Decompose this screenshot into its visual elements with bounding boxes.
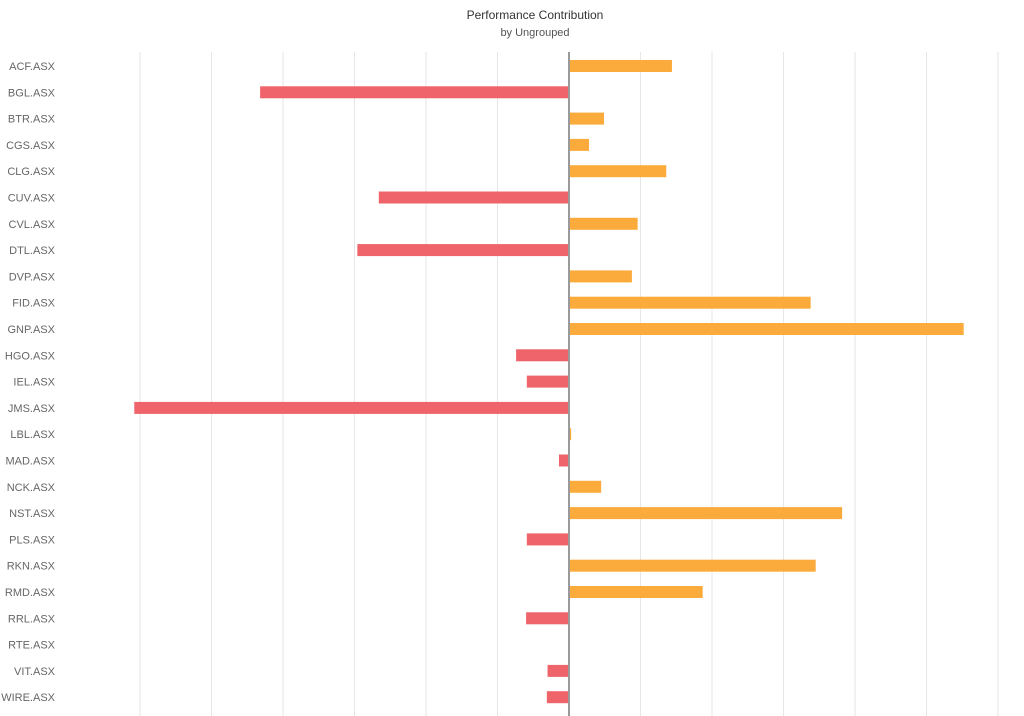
bar[interactable]: [526, 533, 569, 546]
bar[interactable]: [546, 691, 569, 704]
bar[interactable]: [569, 323, 964, 335]
bar[interactable]: [569, 165, 667, 178]
category-label: IEL.ASX: [13, 377, 55, 389]
bar[interactable]: [526, 612, 569, 625]
category-label: CVL.ASX: [9, 219, 56, 231]
bar[interactable]: [569, 428, 572, 441]
category-label: LBL.ASX: [10, 429, 55, 441]
category-label: PLS.ASX: [9, 534, 56, 546]
category-labels: ACF.ASX BGL.ASX BTR.ASX CGS.ASX CLG.ASX CUV.A…: [1, 61, 55, 704]
category-label: CLG.ASX: [7, 166, 55, 178]
bar[interactable]: [547, 664, 569, 677]
bars: [134, 60, 964, 704]
category-label: WIRE.ASX: [1, 692, 55, 704]
grid-lines: [139, 52, 999, 716]
bar[interactable]: [558, 454, 569, 467]
category-label: RMD.ASX: [5, 587, 56, 599]
category-label: DTL.ASX: [9, 245, 56, 257]
category-label: BGL.ASX: [8, 87, 56, 99]
bar[interactable]: [569, 559, 816, 572]
bar[interactable]: [569, 60, 672, 72]
category-label: JMS.ASX: [8, 403, 56, 415]
bar[interactable]: [357, 244, 569, 257]
bar[interactable]: [569, 480, 602, 493]
category-label: BTR.ASX: [8, 114, 56, 126]
bar[interactable]: [569, 586, 703, 598]
bar[interactable]: [134, 401, 569, 414]
bar[interactable]: [569, 270, 632, 283]
category-label: CUV.ASX: [8, 193, 56, 205]
bar[interactable]: [526, 375, 569, 388]
bar[interactable]: [569, 507, 843, 520]
category-label: ACF.ASX: [9, 61, 56, 73]
category-label: DVP.ASX: [9, 271, 56, 283]
bar[interactable]: [569, 112, 605, 125]
chart-title: Performance Contribution: [466, 8, 604, 22]
chart-subtitle: by Ungrouped: [500, 27, 570, 39]
bar[interactable]: [378, 191, 569, 204]
category-label: RTE.ASX: [8, 640, 56, 652]
category-label: FID.ASX: [12, 298, 55, 310]
category-label: CGS.ASX: [6, 140, 56, 152]
bar[interactable]: [569, 296, 811, 309]
category-label: MAD.ASX: [5, 456, 55, 468]
category-label: RKN.ASX: [7, 561, 56, 573]
category-label: HGO.ASX: [5, 350, 56, 362]
bar[interactable]: [569, 217, 638, 230]
category-label: RRL.ASX: [8, 613, 56, 625]
bar[interactable]: [569, 138, 590, 151]
category-label: NST.ASX: [9, 508, 56, 520]
category-label: VIT.ASX: [14, 666, 56, 678]
category-label: GNP.ASX: [8, 324, 56, 336]
bar[interactable]: [260, 86, 569, 99]
bar[interactable]: [516, 349, 569, 362]
category-label: NCK.ASX: [7, 482, 56, 494]
